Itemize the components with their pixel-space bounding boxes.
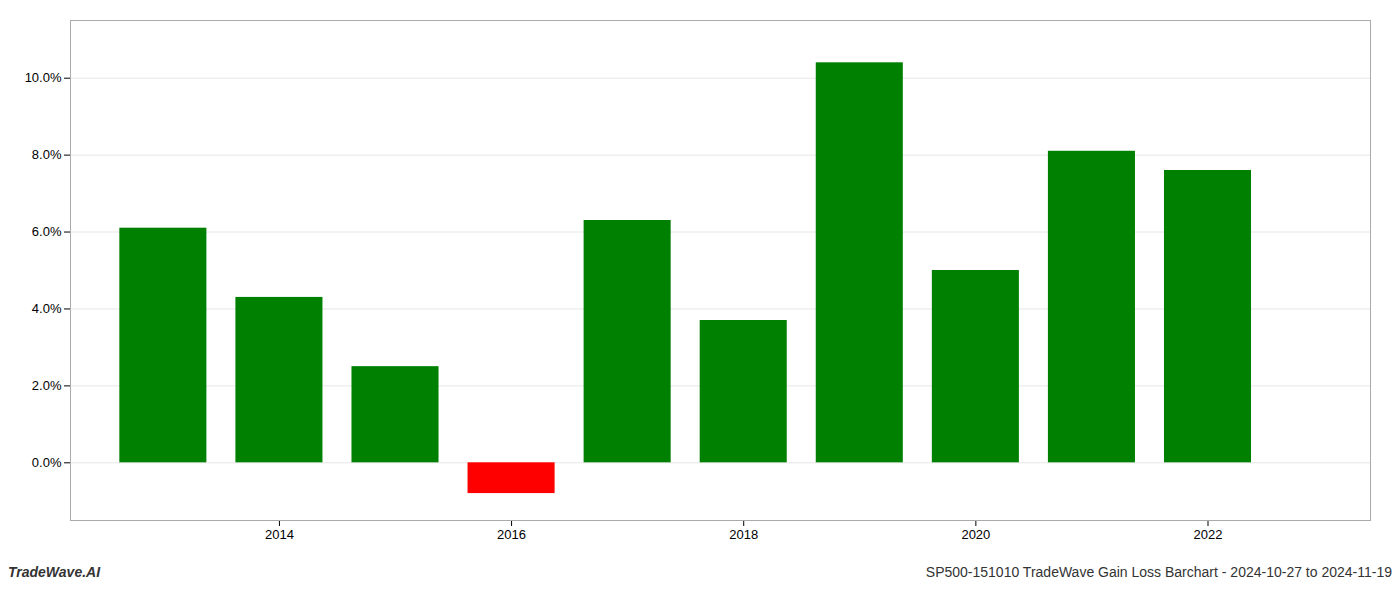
html-text:SP500-151010 TradeWave Gain Lo: SP500-151010 TradeWave Gain Loss Barchar… [925, 564, 1392, 580]
svg-text:2016: 2016 [497, 527, 526, 542]
svg-text:6.0%: 6.0% [32, 224, 62, 239]
svg-text:2020: 2020 [961, 527, 990, 542]
svg-text:10.0%: 10.0% [25, 70, 62, 85]
svg-text:2014: 2014 [265, 527, 294, 542]
svg-text:8.0%: 8.0% [32, 147, 62, 162]
svg-text:0.0%: 0.0% [32, 455, 62, 470]
svg-text:2022: 2022 [1194, 527, 1223, 542]
svg-text:4.0%: 4.0% [32, 301, 62, 316]
svg-text:2018: 2018 [729, 527, 758, 542]
html-text:TradeWave.AI: TradeWave.AI [8, 564, 101, 580]
svg-text:2.0%: 2.0% [32, 378, 62, 393]
